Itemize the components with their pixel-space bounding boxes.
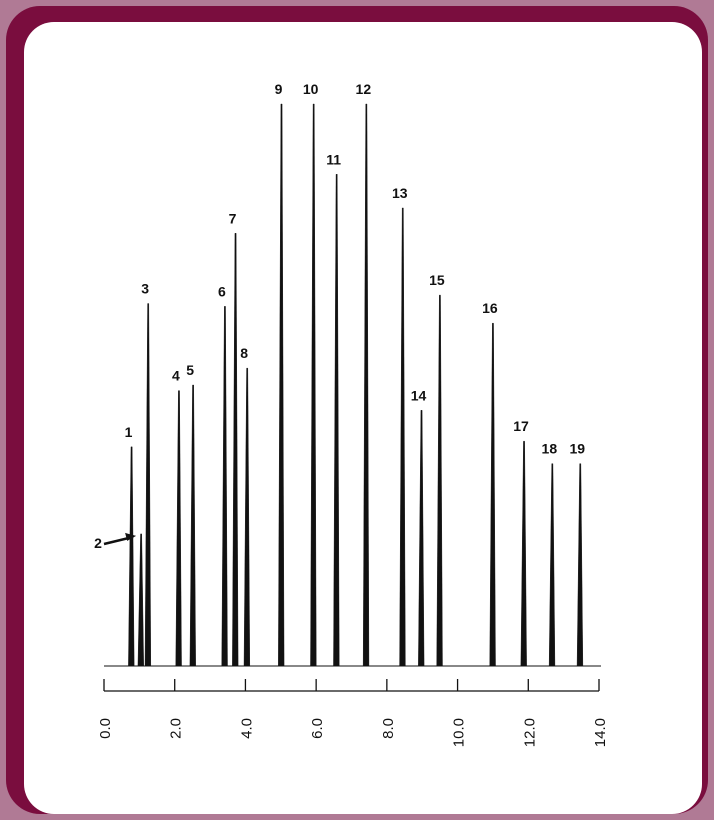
peak-8 [243, 367, 250, 667]
peak-label-15: 15 [429, 272, 445, 288]
peak-label-14: 14 [411, 387, 427, 403]
peak-label-6: 6 [218, 283, 226, 299]
peak-label-16: 16 [482, 300, 498, 316]
x-tick-label: 2.0 [168, 718, 185, 739]
x-tick-label: 14.0 [592, 718, 609, 747]
chart-frame [6, 6, 708, 814]
peak-label-1: 1 [125, 424, 133, 440]
peak-12 [362, 103, 370, 667]
peak-16 [489, 322, 496, 667]
peak-6 [221, 306, 228, 667]
peak-9 [278, 103, 285, 667]
x-tick-label: 8.0 [380, 718, 397, 739]
peak-18 [548, 463, 556, 667]
chart-panel [24, 22, 702, 814]
peak-3 [144, 303, 151, 667]
peak-15 [436, 294, 443, 667]
peak-label-18: 18 [542, 441, 558, 457]
peak-17 [520, 441, 527, 667]
peak-label-11: 11 [326, 151, 341, 167]
peak-label-12: 12 [356, 81, 372, 97]
peak-label-13: 13 [392, 185, 408, 201]
x-tick-label: 4.0 [238, 718, 255, 739]
peak-label-9: 9 [275, 81, 283, 97]
peak-label-4: 4 [172, 368, 180, 384]
x-tick-label: 10.0 [451, 718, 468, 747]
peak-14 [418, 410, 425, 667]
x-tick-label: 12.0 [521, 718, 538, 747]
peak-label-2: 2 [94, 535, 102, 551]
peak-label-5: 5 [186, 362, 194, 378]
peak-label-8: 8 [240, 345, 248, 361]
trace-group [104, 103, 601, 667]
peak-label-3: 3 [141, 281, 149, 297]
x-tick-label: 6.0 [309, 718, 326, 739]
peak-1 [128, 446, 135, 667]
peak-label-17: 17 [513, 418, 529, 434]
peak-4 [175, 390, 182, 667]
peak-2 [137, 533, 144, 667]
peak-5 [189, 384, 196, 667]
peak-10 [310, 103, 317, 667]
peak-label-10: 10 [303, 81, 319, 97]
peak-19 [576, 463, 584, 667]
peak-13 [399, 207, 406, 667]
x-tick-label: 0.0 [97, 718, 114, 739]
peak-label-19: 19 [569, 441, 585, 457]
x-axis: 0.0 2.0 4.0 6.0 8.0 10.0 12.0 14.0 [97, 679, 609, 747]
peak-7 [232, 233, 239, 667]
peak-11 [333, 174, 340, 667]
peak-label-7: 7 [229, 210, 237, 226]
